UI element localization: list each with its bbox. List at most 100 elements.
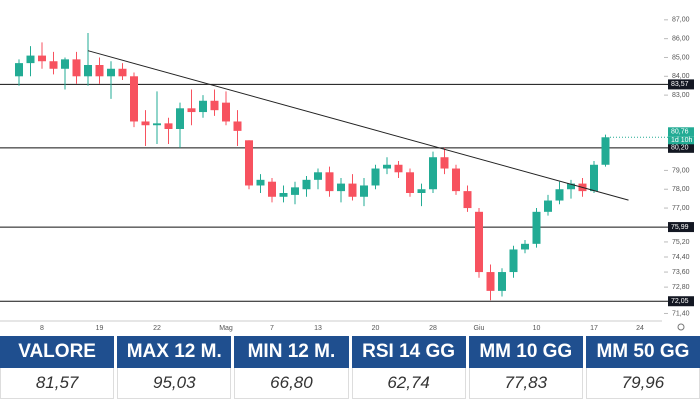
x-tick-label: Giu (474, 325, 485, 332)
candle-body (394, 164, 403, 173)
value-cell: 79,96 (585, 368, 700, 399)
candle-body (291, 187, 299, 195)
last-price-label: 80,76 (671, 129, 689, 136)
level-label: 83,57 (671, 81, 689, 88)
header-cell: MIN 12 M. (234, 336, 349, 368)
level-label: 75,99 (671, 224, 689, 231)
x-tick-label: 24 (636, 325, 644, 332)
value-cell: 77,83 (468, 368, 583, 399)
candle-body (383, 164, 391, 169)
last-price-box (668, 127, 694, 137)
y-tick-label: 75,20 (672, 239, 690, 246)
candle-body (509, 249, 518, 273)
candle-body (72, 59, 81, 77)
y-tick-label: 71,40 (672, 310, 690, 317)
candle-body (118, 68, 127, 77)
header-cell: MM 50 GG (585, 336, 700, 368)
trendline (87, 50, 629, 201)
candle-body (233, 121, 242, 131)
table-header: VALORE MAX 12 M. MIN 12 M. RSI 14 GG MM 10 G… (0, 336, 700, 368)
candle-body (141, 121, 150, 126)
y-tick-label: 86,00 (672, 35, 690, 42)
candle-body (61, 59, 69, 69)
candle-body (475, 211, 483, 273)
x-tick-label: 13 (314, 325, 322, 332)
x-tick-label: 7 (270, 325, 274, 332)
x-tick-label: 19 (96, 325, 104, 332)
value-cell: 95,03 (117, 368, 232, 399)
x-tick-label: Mag (219, 325, 233, 332)
candle-body (337, 183, 345, 192)
value-cell: 66,80 (234, 368, 349, 399)
y-tick-label: 84,00 (672, 73, 690, 80)
candle-body (268, 181, 276, 197)
candle-body (417, 189, 426, 193)
candle-body (463, 191, 472, 209)
candle-body (406, 172, 414, 193)
candle-body (164, 123, 173, 129)
y-tick-label: 73,60 (672, 269, 690, 276)
candle-body (429, 157, 437, 190)
candle-body (210, 100, 219, 111)
candle-body (555, 189, 564, 201)
candle-body (176, 108, 184, 129)
y-tick-label: 85,00 (672, 54, 690, 61)
x-tick-label: 8 (40, 325, 44, 332)
candle-body (187, 108, 196, 113)
level-box (668, 79, 694, 90)
y-tick-label: 77,00 (672, 205, 690, 212)
candle-body (222, 102, 230, 122)
candle-body (521, 243, 529, 250)
candle-body (302, 179, 311, 190)
y-tick-label: 87,00 (672, 17, 690, 24)
candle-body (256, 179, 265, 186)
header-cell: VALORE (0, 336, 115, 368)
candle-body (245, 140, 253, 186)
candle-body (107, 68, 115, 77)
candle-body (360, 185, 368, 197)
header-cell: RSI 14 GG (351, 336, 466, 368)
level-label: 80,20 (671, 145, 689, 152)
x-tick-label: 22 (153, 325, 161, 332)
y-tick-label: 79,00 (672, 167, 690, 174)
countdown: 1d 10h (671, 137, 693, 144)
value-cell: 62,74 (351, 368, 466, 399)
value-cell: 81,57 (0, 368, 115, 399)
y-tick-label: 78,00 (672, 186, 690, 193)
candle-body (544, 200, 552, 212)
candle-body (371, 168, 380, 186)
settings-icon[interactable] (677, 323, 685, 331)
candle-body (590, 164, 598, 192)
stats-table: VALORE MAX 12 M. MIN 12 M. RSI 14 GG MM 10 G… (0, 336, 700, 399)
candle-body (601, 137, 610, 165)
x-tick-label: 28 (429, 325, 437, 332)
candle-body (498, 272, 506, 291)
level-box (668, 142, 694, 153)
candle-body (15, 63, 23, 77)
candle-body (567, 183, 575, 190)
y-tick-label: 72,80 (672, 284, 690, 291)
candle-body (26, 55, 35, 64)
candle-body (130, 76, 138, 122)
candle-body (532, 211, 541, 244)
countdown-box (668, 136, 694, 145)
header-cell: MAX 12 M. (117, 336, 232, 368)
x-tick-label: 10 (533, 325, 541, 332)
candle-body (84, 65, 92, 77)
candle-body (325, 172, 334, 192)
candle-body (38, 55, 46, 62)
table-row: 81,57 95,03 66,80 62,74 77,83 79,96 (0, 368, 700, 399)
y-tick-label: 83,00 (672, 92, 690, 99)
candle-body (348, 183, 357, 197)
chart: 87,00 86,00 85,00 84,00 83,00 79,00 78,00 77,00… (0, 17, 694, 332)
header-cell: MM 10 GG (468, 336, 583, 368)
x-tick-label: 20 (372, 325, 380, 332)
candle-body (199, 100, 207, 113)
candle-body (153, 123, 161, 126)
candle-body (452, 168, 460, 192)
candle-body (95, 65, 104, 77)
level-box (668, 296, 694, 307)
candle-body (486, 272, 495, 291)
candle-body (49, 61, 58, 69)
